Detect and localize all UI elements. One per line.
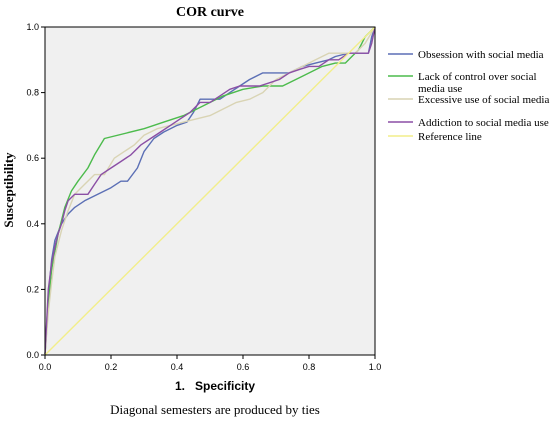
legend-label-excessive-use-of-social-media: Excessive use of social media	[418, 94, 549, 106]
y-tick-label: 0.4	[26, 219, 39, 229]
legend-label-lack-of-control-over-social-media-use: Lack of control over social media use	[418, 71, 537, 95]
x-tick-label: 0.2	[105, 362, 118, 372]
y-tick-label: 1.0	[26, 22, 39, 32]
y-tick-label: 0.6	[26, 153, 39, 163]
y-tick-label: 0.8	[26, 88, 39, 98]
legend-label-addiction-to-social-media-use: Addiction to social media use	[418, 117, 549, 129]
series-line-excessive-use-of-social-media	[44, 26, 376, 356]
x-tick-label: 0.6	[237, 362, 250, 372]
series-line-reference-line	[44, 26, 376, 356]
legend-label-obsession-with-social-media: Obsession with social media	[418, 49, 544, 61]
x-tick-label: 1.0	[369, 362, 382, 372]
chart-title: COR curve	[176, 5, 244, 20]
x-tick-label: 0.8	[303, 362, 316, 372]
series-line-lack-of-control-over-social-media-use	[44, 26, 376, 356]
chart-footnote: Diagonal semesters are produced by ties	[110, 402, 320, 417]
plot-area: 0.0 0.2 0.4 0.6 0.8 1.0 0.0 0.2 0.4 0.6 0.8 1.0	[26, 22, 381, 372]
x-axis-label: 1. Specificity	[175, 379, 255, 393]
legend-label-reference-line: Reference line	[418, 131, 482, 143]
legend: Obsession with social media Lack of contr…	[388, 49, 549, 143]
plot-frame	[44, 26, 376, 356]
y-axis-label: Susceptibility	[1, 152, 16, 228]
series-line-addiction-to-social-media-use	[44, 26, 376, 356]
y-tick-label: 0.2	[26, 284, 39, 294]
x-tick-label: 0.4	[171, 362, 184, 372]
y-tick-label: 0.0	[26, 350, 39, 360]
x-tick-label: 0.0	[39, 362, 52, 372]
